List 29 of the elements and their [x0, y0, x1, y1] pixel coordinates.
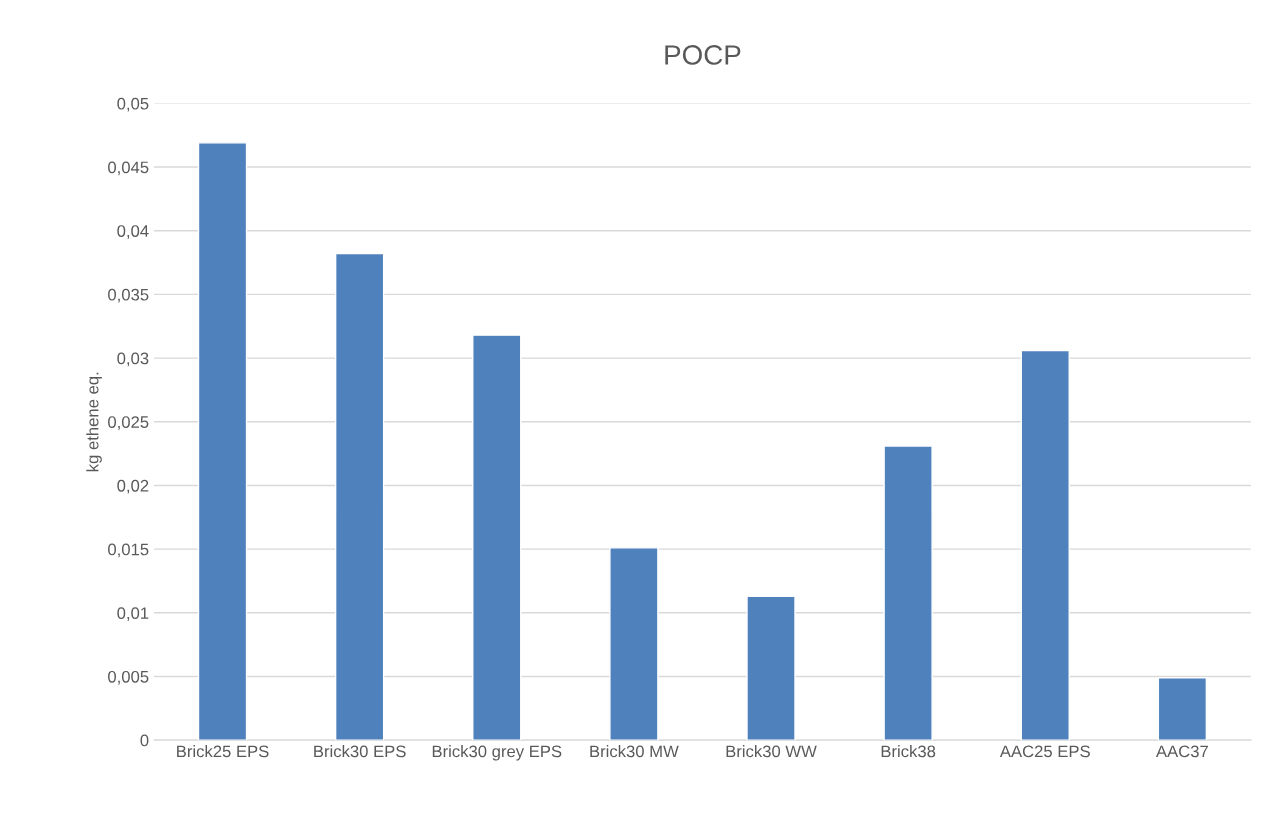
bar: [334, 252, 385, 741]
y-tick-label: 0,015: [108, 543, 149, 558]
y-tick-label: 0,02: [117, 479, 149, 494]
y-tick-label: 0,05: [117, 97, 149, 112]
x-tick-label: AAC37: [1155, 745, 1208, 758]
y-tick-label: 0,045: [108, 161, 149, 176]
y-axis-title: kg ethene eq.: [86, 372, 102, 472]
x-tick-label: AAC25 EPS: [999, 745, 1090, 758]
y-tick-label: 0,025: [108, 416, 149, 430]
y-tick-label: 0,01: [117, 607, 149, 621]
x-tick-label: Brick30 EPS: [314, 745, 406, 758]
y-tick-label: 0,04: [117, 225, 149, 239]
bar: [1020, 349, 1070, 741]
bar: [472, 334, 522, 741]
x-tick-label: Brick25 EPS: [177, 745, 269, 758]
y-tick-label: 0,035: [108, 288, 149, 303]
x-tick-label: Brick30 MW: [590, 745, 679, 758]
x-tick-label: Brick30 WW: [726, 745, 817, 758]
bar: [609, 547, 659, 741]
bar: [1157, 677, 1208, 741]
y-tick-label: 0,03: [117, 352, 149, 367]
x-tick-label: Brick30 grey EPS: [432, 745, 562, 761]
bar: [197, 142, 248, 741]
y-tick-label: 0,005: [108, 670, 149, 685]
bar: [746, 595, 796, 741]
chart-title: POCP: [665, 45, 741, 65]
y-tick-label: 0: [140, 734, 149, 747]
x-tick-label: Brick38: [881, 745, 936, 758]
bar: [883, 445, 933, 741]
